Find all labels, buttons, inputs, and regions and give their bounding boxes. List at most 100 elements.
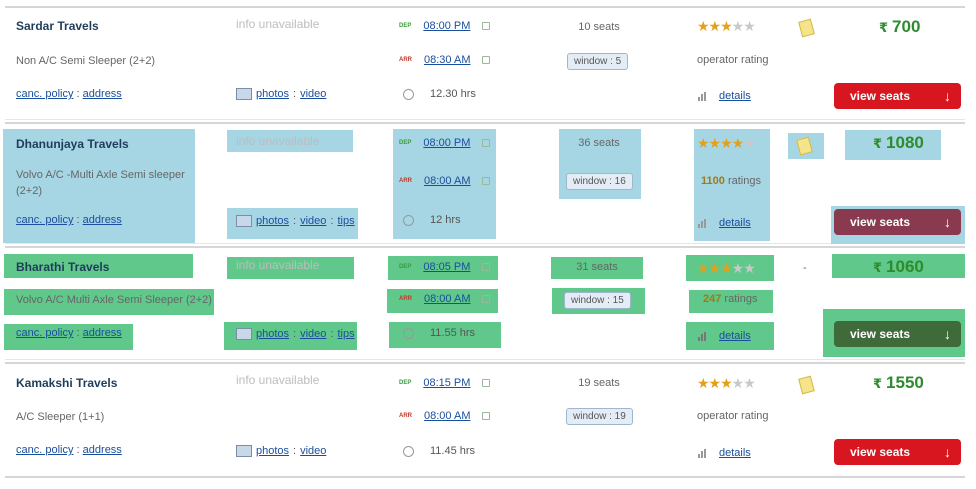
address-link[interactable]: address: [82, 327, 122, 339]
duration-text: 11.45 hrs: [430, 445, 476, 457]
address-link[interactable]: address: [82, 88, 122, 100]
cancellation-policy-link[interactable]: canc. policy: [16, 88, 74, 100]
arrival-time[interactable]: 08:00 AM: [424, 410, 471, 422]
departure-icon: DEP: [399, 140, 412, 146]
window-seats-badge: window : 15: [564, 292, 631, 309]
arrival-time[interactable]: 08:00 AM: [424, 293, 471, 305]
video-link[interactable]: video: [300, 88, 327, 100]
photos-link[interactable]: photos: [256, 88, 290, 100]
cancellation-policy-link[interactable]: canc. policy: [16, 327, 74, 339]
policy-links: canc. policy : address: [16, 214, 122, 226]
policy-links: canc. policy : address: [16, 327, 122, 339]
amenities-info: info unavailable: [236, 17, 320, 31]
cancellation-policy-link[interactable]: canc. policy: [16, 444, 74, 456]
operator-name: Dhanunjaya Travels: [16, 137, 129, 151]
departure: DEP 08:00 PM: [399, 137, 491, 149]
media-links: photos : video : tips: [236, 215, 355, 227]
details-link[interactable]: details: [719, 330, 751, 342]
rating-stars: ★★★★★: [697, 18, 756, 34]
rating-stars: ★★★★★: [697, 135, 756, 151]
video-link[interactable]: video: [300, 215, 327, 227]
rating-details: details: [697, 217, 751, 229]
details-link[interactable]: details: [719, 447, 751, 459]
departure-time[interactable]: 08:00 PM: [423, 137, 471, 149]
arrival-time[interactable]: 08:30 AM: [424, 54, 471, 66]
details-link[interactable]: details: [719, 217, 751, 229]
arrival: ARR 08:00 AM: [399, 175, 491, 187]
duration: 12 hrs: [403, 214, 461, 226]
rating-details: details: [697, 447, 751, 459]
video-link[interactable]: video: [300, 328, 327, 340]
bus-row: Bharathi Travels Volvo A/C Multi Axle Se…: [4, 246, 965, 360]
view-seats-button[interactable]: view seats ↓: [834, 439, 961, 465]
bus-type: Non A/C Semi Sleeper (2+2): [16, 55, 156, 67]
tips-link[interactable]: tips: [337, 215, 355, 227]
media-links: photos : video: [236, 88, 326, 100]
rating-details: details: [697, 90, 751, 102]
departure-icon: DEP: [399, 264, 412, 270]
address-link[interactable]: address: [82, 214, 122, 226]
operator-name: Sardar Travels: [16, 19, 99, 33]
arrival: ARR 08:00 AM: [399, 410, 491, 422]
duration: 11.45 hrs: [403, 445, 475, 457]
photos-link[interactable]: photos: [256, 328, 290, 340]
rating-label: ratings: [724, 293, 758, 305]
duration-text: 12 hrs: [430, 214, 461, 226]
cancellation-policy-link[interactable]: canc. policy: [16, 214, 74, 226]
photo-icon: [236, 328, 252, 340]
address-link[interactable]: address: [82, 444, 122, 456]
bus-row: Sardar Travels Non A/C Semi Sleeper (2+2…: [5, 6, 965, 120]
check-icon: [482, 56, 491, 64]
rating-stars: ★★★★★: [697, 375, 756, 391]
fare-price: ₹1550: [873, 373, 924, 392]
view-seats-button[interactable]: view seats ↓: [834, 321, 961, 347]
check-icon: [482, 295, 491, 303]
arrival-time[interactable]: 08:00 AM: [424, 175, 471, 187]
departure-time[interactable]: 08:00 PM: [423, 20, 471, 32]
arrow-down-icon: ↓: [944, 88, 951, 104]
amenities-info: info unavailable: [236, 134, 320, 148]
departure-icon: DEP: [399, 23, 412, 29]
arrival-icon: ARR: [399, 413, 412, 419]
rating-stars: ★★★★★: [697, 260, 756, 276]
departure: DEP 08:15 PM: [399, 377, 491, 389]
photo-icon: [236, 445, 252, 457]
bus-type: A/C Sleeper (1+1): [16, 411, 105, 423]
details-link[interactable]: details: [719, 90, 751, 102]
fare-price: ₹1060: [873, 257, 924, 276]
duration-text: 11.55 hrs: [430, 327, 476, 339]
window-seats-badge: window : 5: [567, 53, 629, 70]
departure-time[interactable]: 08:15 PM: [423, 377, 471, 389]
policy-links: canc. policy : address: [16, 444, 122, 456]
check-icon: [482, 263, 491, 271]
seats-available: 19 seats: [578, 377, 620, 389]
arrival: ARR 08:30 AM: [399, 54, 491, 66]
bus-type: Volvo A/C Multi Axle Semi Sleeper (2+2): [16, 294, 212, 306]
bars-icon: [698, 92, 706, 101]
arrival-icon: ARR: [399, 296, 412, 302]
departure-time[interactable]: 08:05 PM: [423, 261, 471, 273]
amenities-info: info unavailable: [236, 373, 320, 387]
photo-icon: [236, 88, 252, 100]
window-seats-badge: window : 16: [566, 173, 633, 190]
seats-available: 10 seats: [578, 21, 620, 33]
view-seats-button[interactable]: view seats ↓: [834, 83, 961, 109]
photos-link[interactable]: photos: [256, 215, 290, 227]
no-ticket-indicator: -: [803, 262, 807, 274]
seats-available: 31 seats: [576, 261, 618, 273]
check-icon: [482, 412, 491, 420]
tips-link[interactable]: tips: [337, 328, 355, 340]
view-seats-button[interactable]: view seats ↓: [834, 209, 961, 235]
fare-price: ₹1080: [873, 133, 924, 152]
rating-summary: 1100 ratings: [701, 175, 761, 187]
rating-details: details: [697, 330, 751, 342]
seats-available: 36 seats: [578, 137, 620, 149]
bus-type: Volvo A/C -Multi Axle Semi sleeper (2+2): [16, 169, 185, 197]
photos-link[interactable]: photos: [256, 445, 290, 457]
window-seats-badge: window : 19: [566, 408, 633, 425]
arrow-down-icon: ↓: [944, 326, 951, 342]
fare-price: ₹700: [879, 17, 921, 36]
bus-row: Dhanunjaya Travels Volvo A/C -Multi Axle…: [3, 122, 965, 244]
video-link[interactable]: video: [300, 445, 327, 457]
photo-icon: [236, 215, 252, 227]
